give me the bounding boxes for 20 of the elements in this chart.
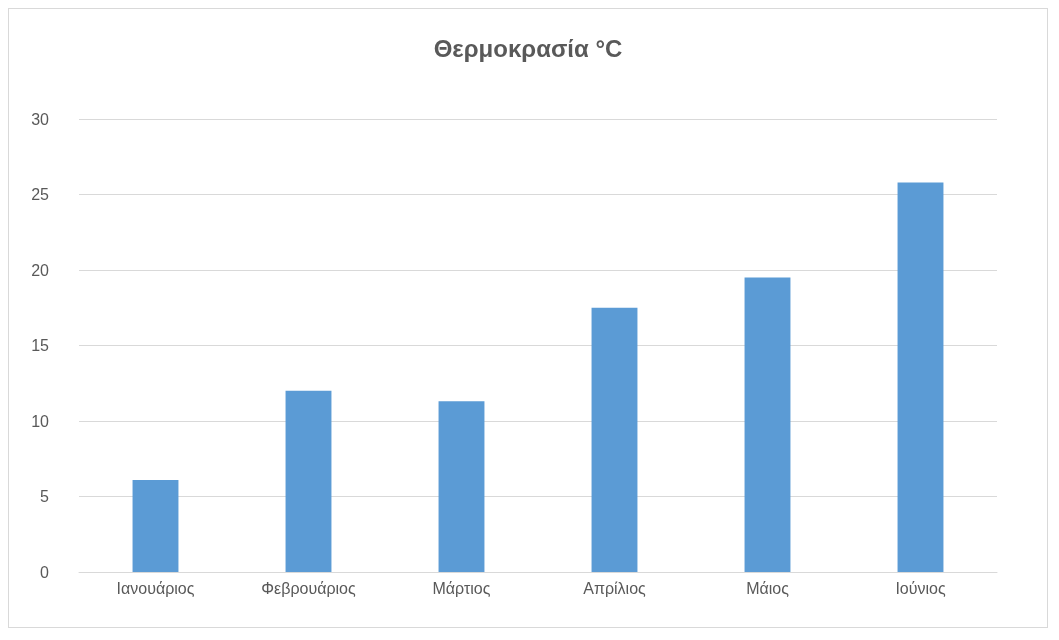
y-tick-label: 25 [31, 186, 50, 203]
y-tick-label: 5 [40, 488, 50, 505]
bar [438, 401, 485, 572]
x-tick-label: Ιανουάριος [116, 579, 195, 597]
bar [744, 277, 791, 572]
y-tick-label: 10 [31, 412, 50, 430]
y-tick-label: 20 [31, 261, 50, 279]
x-tick-label: Φεβρουάριος [261, 579, 356, 597]
bar [897, 182, 944, 572]
x-tick-label: Μάρτιος [432, 579, 491, 597]
chart-title: Θερμοκρασία °C [433, 34, 623, 62]
bar [285, 390, 332, 572]
bar [591, 307, 638, 572]
y-tick-label: 0 [40, 563, 50, 581]
y-tick-label: 15 [31, 337, 50, 354]
bar [132, 479, 179, 572]
y-tick-label: 30 [31, 110, 50, 128]
x-tick-label: Απρίλιος [583, 579, 647, 597]
x-tick-label: Ιούνιος [895, 579, 946, 597]
x-tick-label: Μάιος [746, 579, 790, 597]
